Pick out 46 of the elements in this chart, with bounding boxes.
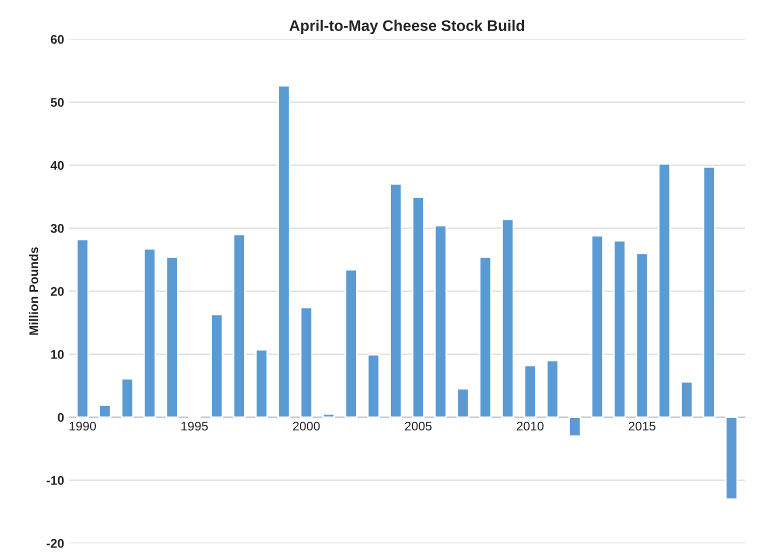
- y-tick-label: 10: [51, 350, 64, 359]
- x-tick-label: 2000: [293, 422, 320, 431]
- bar: [725, 416, 738, 500]
- bar: [367, 354, 380, 418]
- bar: [232, 234, 246, 418]
- y-tick-label: 20: [50, 287, 64, 296]
- y-axis-title: Million Pounds: [28, 247, 38, 335]
- bar: [680, 381, 694, 418]
- x-tick-label: 1990: [70, 422, 96, 431]
- bar: [658, 163, 671, 418]
- y-tick-label: -20: [46, 539, 64, 548]
- y-tick-label: 60: [50, 35, 64, 44]
- x-tick-label: 2010: [516, 422, 544, 431]
- bar: [524, 364, 536, 418]
- bar: [590, 235, 604, 418]
- bar: [278, 85, 290, 418]
- x-tick-label: 2015: [628, 422, 656, 431]
- bar: [255, 349, 268, 418]
- bar: [613, 240, 626, 418]
- x-tick-label: 2005: [404, 422, 432, 431]
- bar: [98, 404, 112, 418]
- bar: [121, 378, 134, 418]
- bar: [479, 256, 492, 418]
- bar: [210, 314, 224, 418]
- bar: [166, 256, 178, 418]
- bar: [501, 218, 514, 418]
- y-tick-label: 50: [50, 98, 64, 107]
- chart-title: April-to-May Cheese Stock Build: [289, 20, 524, 34]
- bar: [636, 252, 648, 418]
- bar: [434, 224, 447, 418]
- y-tick-label: -10: [46, 476, 64, 485]
- bar: [344, 269, 358, 418]
- bar: [456, 388, 470, 418]
- bar: [568, 416, 582, 437]
- bar: [322, 413, 336, 418]
- x-tick-label: 1995: [181, 422, 208, 431]
- bar: [300, 306, 313, 418]
- bar: [76, 238, 89, 418]
- y-tick-label: 30: [50, 224, 64, 233]
- bar: [143, 248, 156, 418]
- y-tick-label: 0: [58, 413, 64, 422]
- bar: [390, 183, 402, 418]
- bar: [412, 196, 425, 418]
- bar: [702, 166, 716, 418]
- bar: [546, 360, 559, 418]
- y-tick-label: 40: [50, 161, 64, 170]
